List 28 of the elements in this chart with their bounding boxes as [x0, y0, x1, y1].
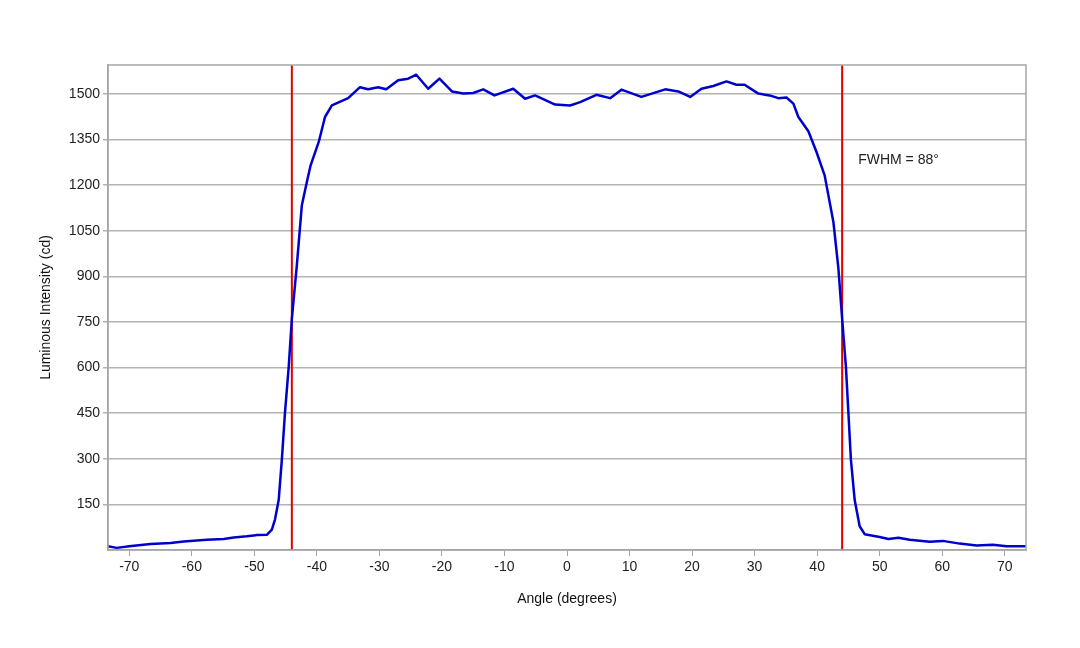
x-tick-label: -40	[306, 558, 328, 575]
y-tick-label: 1200	[68, 175, 101, 192]
x-tick-label: 60	[934, 558, 951, 575]
y-tick-label: 1350	[68, 130, 101, 147]
x-tick-label: 0	[563, 558, 572, 575]
x-tick-label: -70	[119, 558, 140, 575]
x-tick-label: 20	[684, 558, 701, 575]
x-tick-label: 30	[746, 558, 763, 575]
x-tick-label: 10	[621, 558, 638, 575]
y-tick-label: 450	[76, 404, 101, 421]
y-tick-label: 900	[76, 267, 101, 284]
y-tick-label: 150	[76, 495, 101, 512]
x-axis-title: Angle (degrees)	[517, 590, 617, 607]
x-tick-label: 40	[809, 558, 826, 575]
annotation: FWHM = 88°	[858, 150, 939, 167]
x-tick-label: -30	[369, 558, 390, 575]
x-tick-label: 70	[996, 558, 1013, 575]
y-tick-label: 1500	[68, 84, 101, 101]
y-tick-label: 1050	[68, 221, 101, 238]
y-tick-label: 750	[76, 312, 101, 329]
y-tick-label: 600	[76, 358, 101, 375]
y-axis-title: Luminous Intensity (cd)	[37, 235, 54, 380]
x-tick-label: -10	[494, 558, 515, 575]
y-tick-label: 300	[76, 449, 101, 466]
x-tick-label: -50	[244, 558, 265, 575]
x-tick-label: 50	[871, 558, 888, 575]
x-tick-label: -60	[181, 558, 203, 575]
x-tick-label: -20	[431, 558, 453, 575]
